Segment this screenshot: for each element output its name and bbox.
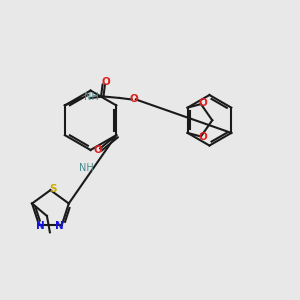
Text: N: N — [36, 221, 45, 231]
Text: S: S — [49, 184, 56, 194]
Text: NH: NH — [79, 163, 93, 173]
Text: N: N — [55, 221, 64, 231]
Text: O: O — [198, 132, 207, 142]
Text: O: O — [130, 94, 138, 104]
Text: O: O — [198, 98, 207, 108]
Text: O: O — [93, 145, 102, 155]
Text: NH: NH — [84, 92, 99, 102]
Text: O: O — [101, 76, 110, 87]
